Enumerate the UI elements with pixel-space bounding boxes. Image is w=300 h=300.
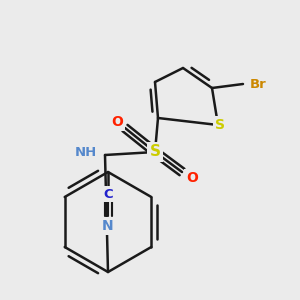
Text: S: S	[215, 118, 225, 132]
Text: S: S	[149, 145, 161, 160]
Text: C: C	[103, 188, 113, 200]
Text: N: N	[102, 219, 114, 233]
Text: O: O	[111, 115, 123, 129]
Text: NH: NH	[75, 146, 97, 160]
Text: Br: Br	[250, 77, 266, 91]
Text: O: O	[186, 171, 198, 185]
